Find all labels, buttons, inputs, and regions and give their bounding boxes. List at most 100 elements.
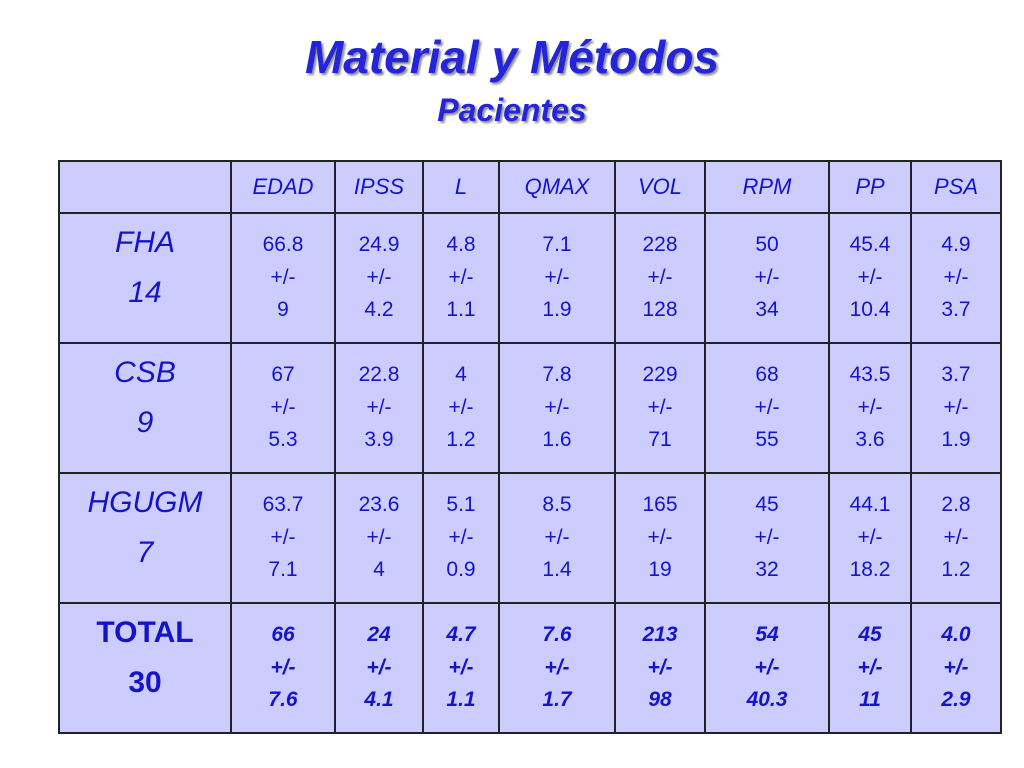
plus-minus-sign: +/- — [544, 525, 570, 549]
mean-value: 4.8 — [446, 233, 476, 257]
header-cell: L — [422, 160, 500, 214]
sd-value: 11 — [859, 688, 881, 712]
table-cell: 66 +/- 7.6 — [230, 602, 336, 734]
plus-minus-sign: +/- — [270, 525, 296, 549]
table-cell: 45.4 +/- 10.4 — [828, 212, 912, 344]
mean-value: 2.8 — [941, 493, 971, 517]
group-count: 7 — [136, 535, 154, 569]
mean-value: 43.5 — [849, 363, 891, 387]
sd-value: 1.9 — [941, 428, 971, 452]
table-cell: 63.7 +/- 7.1 — [230, 472, 336, 604]
mean-value: 229 — [642, 363, 678, 387]
group-count: 9 — [136, 405, 154, 439]
sd-value: 10.4 — [849, 298, 891, 322]
mean-value: 8.5 — [542, 493, 572, 517]
table-cell: 5.1 +/- 0.9 — [422, 472, 500, 604]
mean-value: 228 — [642, 233, 678, 257]
table-cell: 67 +/- 5.3 — [230, 342, 336, 474]
sd-value: 34 — [755, 298, 779, 322]
table-cell: 43.5 +/- 3.6 — [828, 342, 912, 474]
plus-minus-sign: +/- — [943, 395, 969, 419]
plus-minus-sign: +/- — [544, 265, 570, 289]
sd-value: 3.6 — [855, 428, 885, 452]
mean-value: 7.6 — [542, 623, 572, 647]
group-name: TOTAL — [96, 616, 194, 649]
mean-value: 45 — [858, 623, 882, 647]
patients-table: EDAD IPSS L QMAX VOL RPM PP PSA FHA 14 66.… — [58, 160, 1002, 734]
plus-minus-sign: +/- — [943, 655, 969, 679]
plus-minus-sign: +/- — [366, 265, 392, 289]
sd-value: 7.1 — [268, 558, 298, 582]
mean-value: 4.7 — [446, 623, 476, 647]
plus-minus-sign: +/- — [448, 655, 474, 679]
sd-value: 18.2 — [849, 558, 891, 582]
table-cell: 23.6 +/- 4 — [334, 472, 424, 604]
page-title: Material y Métodos — [304, 31, 720, 83]
sd-value: 1.7 — [542, 688, 572, 712]
table-cell: 228 +/- 128 — [614, 212, 706, 344]
table-cell: 68 +/- 55 — [704, 342, 830, 474]
table-cell: 45 +/- 32 — [704, 472, 830, 604]
table-row: HGUGM 7 63.7 +/- 7.1 23.6 +/- 4 5.1 +/- 0.9 8.5 +/- 1… — [58, 472, 1002, 604]
mean-value: 24 — [367, 623, 391, 647]
sd-value: 4.1 — [364, 688, 394, 712]
mean-value: 44.1 — [849, 493, 891, 517]
header-cell: PP — [828, 160, 912, 214]
plus-minus-sign: +/- — [857, 655, 883, 679]
mean-value: 4.0 — [941, 623, 971, 647]
plus-minus-sign: +/- — [857, 265, 883, 289]
table-cell: 8.5 +/- 1.4 — [498, 472, 616, 604]
mean-value: 67 — [271, 363, 295, 387]
sd-value: 2.9 — [941, 688, 971, 712]
sd-value: 7.6 — [268, 688, 298, 712]
plus-minus-sign: +/- — [754, 525, 780, 549]
table-cell: 7.6 +/- 1.7 — [498, 602, 616, 734]
mean-value: 66 — [271, 623, 295, 647]
plus-minus-sign: +/- — [366, 395, 392, 419]
header-cell: EDAD — [230, 160, 336, 214]
table-cell: 4.0 +/- 2.9 — [910, 602, 1002, 734]
plus-minus-sign: +/- — [544, 655, 570, 679]
mean-value: 50 — [755, 233, 779, 257]
mean-value: 24.9 — [358, 233, 400, 257]
plus-minus-sign: +/- — [754, 655, 780, 679]
mean-value: 4 — [455, 363, 467, 387]
table-cell: 24.9 +/- 4.2 — [334, 212, 424, 344]
table-cell: 213 +/- 98 — [614, 602, 706, 734]
table-cell: 4.7 +/- 1.1 — [422, 602, 500, 734]
table-header-row: EDAD IPSS L QMAX VOL RPM PP PSA — [58, 160, 1002, 214]
table-cell: 7.1 +/- 1.9 — [498, 212, 616, 344]
row-label-cell: HGUGM 7 — [58, 472, 232, 604]
plus-minus-sign: +/- — [647, 265, 673, 289]
sd-value: 19 — [648, 558, 672, 582]
sd-value: 3.7 — [941, 298, 971, 322]
group-name: CSB — [114, 356, 176, 389]
header-cell: VOL — [614, 160, 706, 214]
table-row: FHA 14 66.8 +/- 9 24.9 +/- 4.2 4.8 +/- 1.1 7.1 +/- 1.… — [58, 212, 1002, 344]
mean-value: 45.4 — [849, 233, 891, 257]
sd-value: 1.4 — [542, 558, 572, 582]
sd-value: 98 — [648, 688, 672, 712]
header-blank-cell — [58, 160, 232, 214]
table-cell: 45 +/- 11 — [828, 602, 912, 734]
mean-value: 3.7 — [941, 363, 971, 387]
sd-value: 1.2 — [941, 558, 971, 582]
table-cell: 50 +/- 34 — [704, 212, 830, 344]
table-cell: 24 +/- 4.1 — [334, 602, 424, 734]
sd-value: 0.9 — [446, 558, 476, 582]
plus-minus-sign: +/- — [448, 395, 474, 419]
sd-value: 1.9 — [542, 298, 572, 322]
mean-value: 23.6 — [358, 493, 400, 517]
sd-value: 40.3 — [746, 688, 788, 712]
sd-value: 1.1 — [446, 298, 476, 322]
sd-value: 5.3 — [268, 428, 298, 452]
row-label-cell: FHA 14 — [58, 212, 232, 344]
table-cell: 4.9 +/- 3.7 — [910, 212, 1002, 344]
mean-value: 7.8 — [542, 363, 572, 387]
table-cell: 66.8 +/- 9 — [230, 212, 336, 344]
sd-value: 4.2 — [364, 298, 394, 322]
table-cell: 22.8 +/- 3.9 — [334, 342, 424, 474]
mean-value: 5.1 — [446, 493, 476, 517]
row-label-cell: CSB 9 — [58, 342, 232, 474]
sd-value: 32 — [755, 558, 779, 582]
